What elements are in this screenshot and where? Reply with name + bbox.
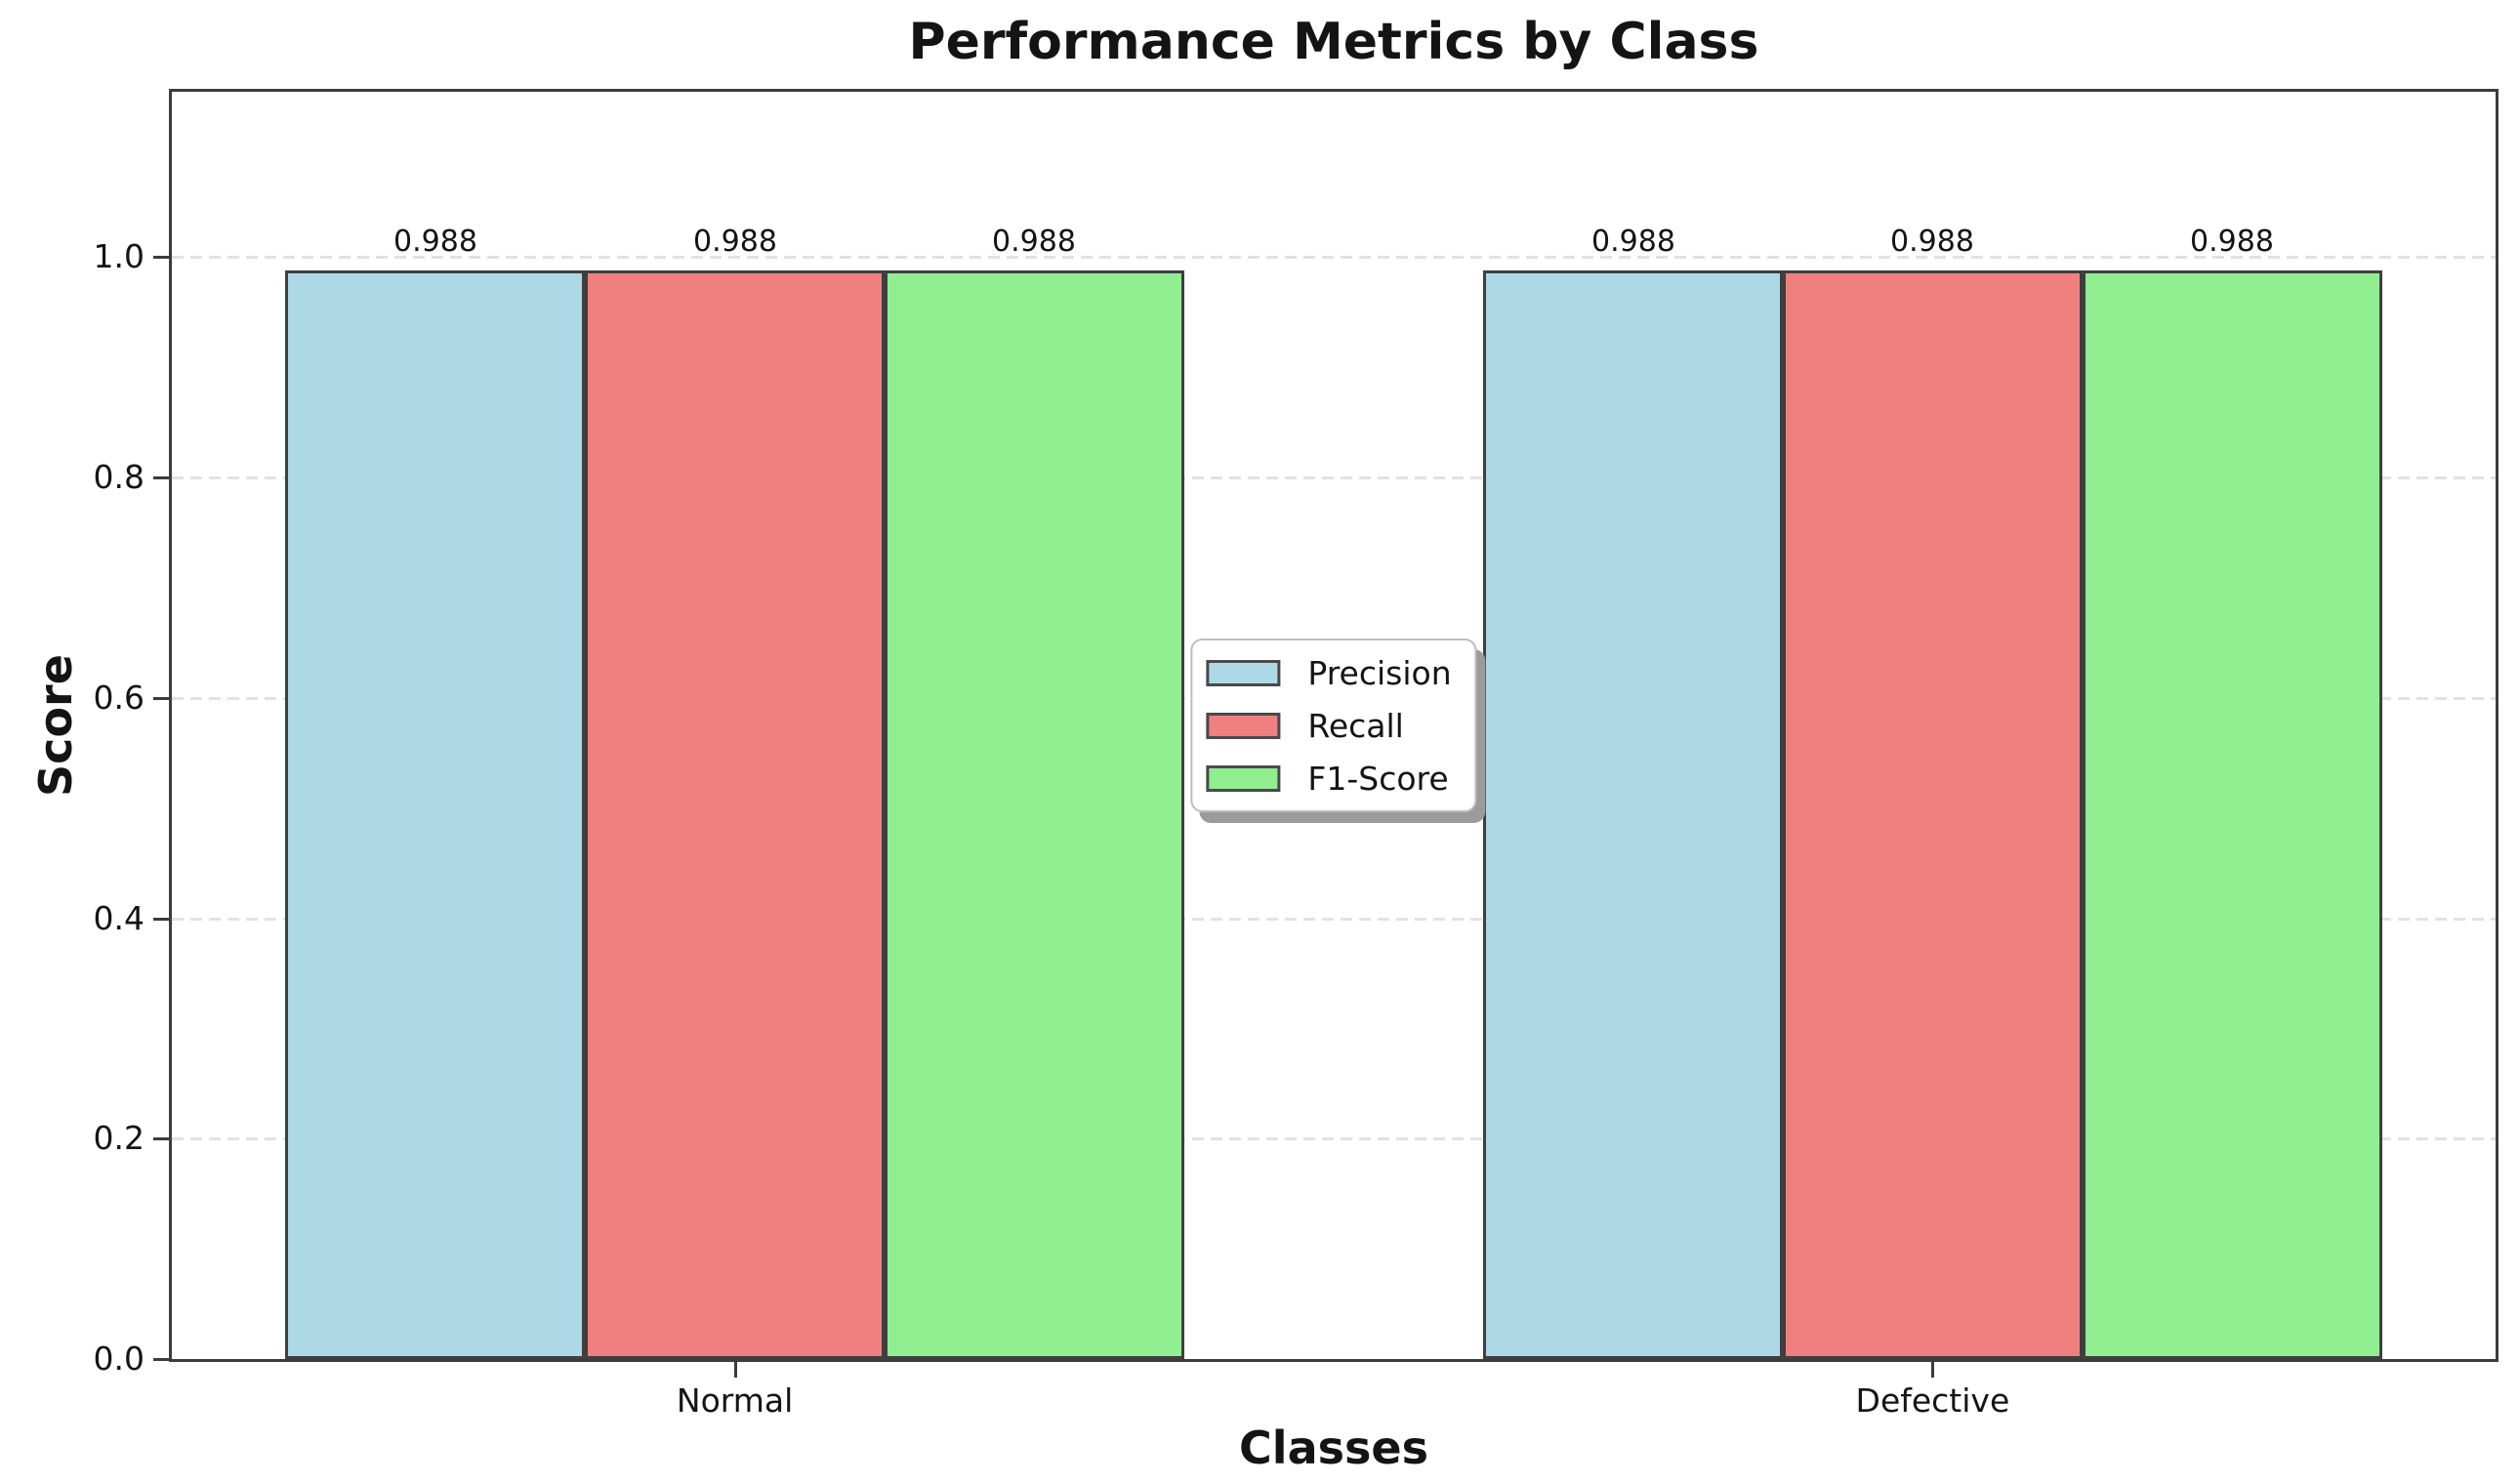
y-axis-label: Score xyxy=(29,654,82,797)
bar-f1-score-defective xyxy=(2083,270,2382,1359)
x-axis-tick xyxy=(1931,1362,1935,1378)
bar-value-label: 0.988 xyxy=(1591,225,1675,259)
y-axis-tick xyxy=(153,1358,169,1361)
y-tick-label: 0.8 xyxy=(93,458,145,497)
x-tick-label: Defective xyxy=(1855,1381,2010,1420)
legend-label: F1-Score xyxy=(1307,759,1449,798)
legend-swatch-precision xyxy=(1206,659,1281,686)
y-axis-tick xyxy=(153,696,169,700)
bar-value-label: 0.988 xyxy=(393,225,477,259)
plot-area: Precision Recall F1-Score 0.988 0.988 0.988 0… xyxy=(153,89,2498,1378)
legend-item: Precision xyxy=(1206,651,1452,694)
gridline xyxy=(172,1137,2496,1141)
y-tick-label: 0.4 xyxy=(93,898,145,937)
x-axis-label: Classes xyxy=(1239,1422,1428,1474)
y-axis-tick xyxy=(153,476,169,480)
y-tick-label: 0.0 xyxy=(93,1340,145,1378)
gridline xyxy=(172,476,2496,480)
gridline xyxy=(172,256,2496,260)
legend-swatch-recall xyxy=(1206,712,1281,739)
gridline xyxy=(172,917,2496,921)
y-axis-tick xyxy=(153,917,169,921)
x-tick-label: Normal xyxy=(676,1381,794,1420)
bar-recall-normal xyxy=(585,270,885,1359)
legend-item: F1-Score xyxy=(1206,757,1451,800)
y-axis-tick xyxy=(153,256,169,260)
bar-f1-score-normal xyxy=(885,270,1184,1359)
y-tick-label: 0.6 xyxy=(93,678,145,717)
bar-value-label: 0.988 xyxy=(992,225,1076,259)
y-tick-label: 1.0 xyxy=(93,237,145,276)
legend-item: Recall xyxy=(1206,704,1451,747)
bar-precision-normal xyxy=(285,270,585,1359)
y-axis-tick xyxy=(153,1137,169,1141)
x-axis-tick xyxy=(733,1362,737,1378)
legend-label: Precision xyxy=(1307,653,1452,692)
bar-value-label: 0.988 xyxy=(693,225,777,259)
bar-value-label: 0.988 xyxy=(2190,225,2274,259)
y-tick-label: 0.2 xyxy=(93,1119,145,1158)
bar-precision-defective xyxy=(1483,270,1783,1359)
legend-label: Recall xyxy=(1307,706,1404,745)
chart-title: Performance Metrics by Class xyxy=(908,13,1759,71)
bar-recall-defective xyxy=(1783,270,2083,1359)
legend: Precision Recall F1-Score xyxy=(1190,639,1477,812)
bar-value-label: 0.988 xyxy=(1890,225,1974,259)
legend-swatch-f1-score xyxy=(1206,764,1281,792)
